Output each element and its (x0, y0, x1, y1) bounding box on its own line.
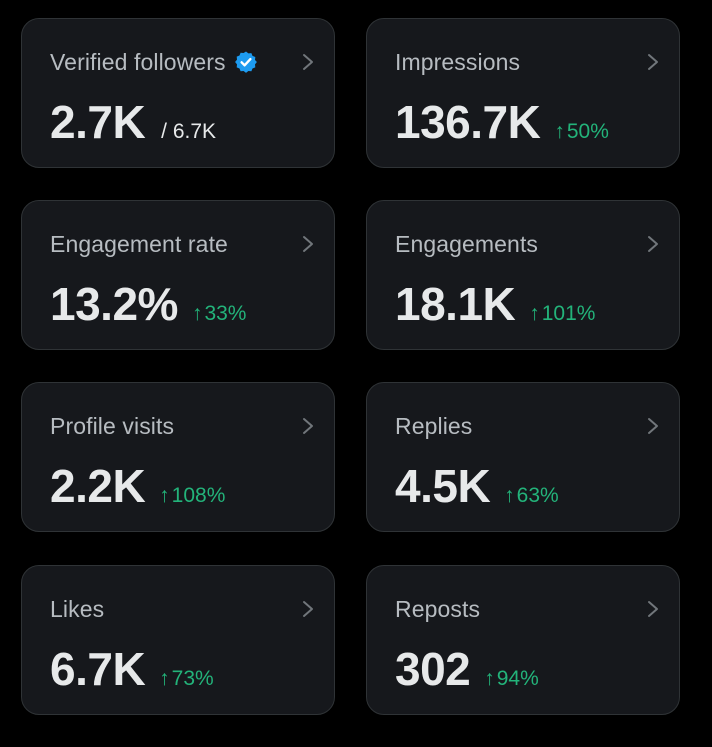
chevron-right-icon (303, 418, 313, 434)
metric-change-value: 73% (171, 667, 214, 690)
metric-change-value: 33% (204, 302, 247, 325)
metric-label: Verified followers (50, 48, 226, 75)
metric-change-value: 108% (171, 484, 226, 507)
metric-change-value: 63% (516, 484, 559, 507)
verified-badge-icon (234, 51, 257, 73)
chevron-right-icon (303, 601, 313, 617)
metric-value: 13.2% (50, 278, 178, 330)
metric-change: ↑ 50% (554, 120, 609, 144)
arrow-up-icon: ↑ (191, 302, 203, 325)
metric-value-row: 2.2K ↑ 108% (50, 459, 225, 513)
chevron-right-icon (648, 236, 658, 252)
metric-label: Impressions (395, 48, 521, 75)
metric-value-row: 4.5K ↑ 63% (395, 459, 559, 513)
metric-value-row: 136.7K ↑ 50% (395, 95, 609, 149)
metric-value: 18.1K (395, 278, 516, 330)
metric-value-row: 13.2% ↑ 33% (50, 277, 246, 331)
metric-value: 2.2K (50, 460, 146, 512)
metric-label-row: Impressions (395, 47, 520, 77)
metric-label-row: Replies (395, 411, 472, 441)
metric-value-row: 302 ↑ 94% (395, 642, 539, 696)
metric-value-row: 2.7K / 6.7K (50, 95, 216, 149)
metric-value-row: 18.1K ↑ 101% (395, 277, 595, 331)
metric-value: 2.7K (50, 96, 146, 148)
metric-change: ↑ 33% (192, 302, 247, 326)
metric-value-row: 6.7K ↑ 73% (50, 642, 214, 696)
metric-change-value: 94% (496, 667, 539, 690)
arrow-up-icon: ↑ (484, 667, 495, 690)
metric-card-verified-followers[interactable]: Verified followers 2.7K / 6.7K (21, 18, 335, 168)
metric-card-profile-visits[interactable]: Profile visits 2.2K ↑ 108% (21, 382, 335, 532)
metric-card-reposts[interactable]: Reposts 302 ↑ 94% (366, 565, 680, 715)
metric-label: Replies (395, 412, 473, 439)
metric-card-likes[interactable]: Likes 6.7K ↑ 73% (21, 565, 335, 715)
metric-label-row: Verified followers (50, 47, 258, 77)
metric-label-row: Profile visits (50, 411, 174, 441)
metric-card-engagements[interactable]: Engagements 18.1K ↑ 101% (366, 200, 680, 350)
arrow-up-icon: ↑ (159, 484, 170, 507)
metric-value: 4.5K (395, 460, 491, 512)
metric-label-row: Reposts (395, 594, 480, 624)
metric-card-engagement-rate[interactable]: Engagement rate 13.2% ↑ 33% (21, 200, 335, 350)
metric-label-row: Likes (50, 594, 104, 624)
metric-change-value: 101% (541, 302, 596, 325)
metric-value: 136.7K (395, 96, 541, 148)
chevron-right-icon (648, 601, 658, 617)
metric-total: / 6.7K (161, 120, 217, 143)
metric-value: 302 (395, 643, 471, 695)
metric-change: ↑ 94% (484, 667, 539, 691)
metric-change-value: 50% (566, 120, 609, 143)
chevron-right-icon (648, 418, 658, 434)
arrow-up-icon: ↑ (554, 120, 565, 143)
metric-change: ↑ 101% (529, 302, 595, 326)
metric-label: Reposts (395, 595, 481, 622)
metric-card-replies[interactable]: Replies 4.5K ↑ 63% (366, 382, 680, 532)
metric-label-row: Engagement rate (50, 229, 228, 259)
metric-change: ↑ 108% (159, 484, 225, 508)
metric-label: Likes (50, 595, 105, 622)
chevron-right-icon (303, 54, 313, 70)
arrow-up-icon: ↑ (529, 302, 540, 325)
metric-label: Engagements (395, 230, 539, 257)
chevron-right-icon (648, 54, 658, 70)
metric-label: Engagement rate (50, 230, 228, 257)
metric-value: 6.7K (50, 643, 146, 695)
metric-label-row: Engagements (395, 229, 538, 259)
metric-card-impressions[interactable]: Impressions 136.7K ↑ 50% (366, 18, 680, 168)
metric-change: ↑ 63% (504, 484, 559, 508)
chevron-right-icon (303, 236, 313, 252)
metric-change: ↑ 73% (159, 667, 214, 691)
arrow-up-icon: ↑ (159, 667, 170, 690)
metric-label: Profile visits (50, 412, 175, 439)
arrow-up-icon: ↑ (504, 484, 515, 507)
